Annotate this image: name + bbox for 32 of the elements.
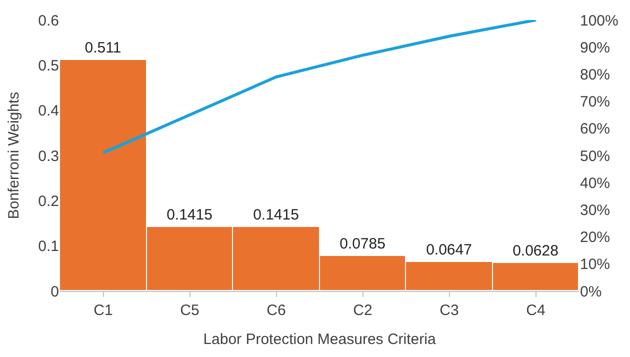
y2-tick-label: 90% xyxy=(580,39,610,56)
data-label: 0.511 xyxy=(84,40,122,56)
x-tick-label: C6 xyxy=(266,302,286,319)
x-tick-label: C2 xyxy=(353,302,372,319)
y2-tick-label: 20% xyxy=(580,229,610,246)
y2-tick-label: 70% xyxy=(580,94,610,111)
x-axis-title: Labor Protection Measures Criteria xyxy=(203,331,436,348)
y-tick-label: 0.3 xyxy=(38,148,59,165)
data-label: 0.1415 xyxy=(253,206,299,224)
data-label: 0.1415 xyxy=(166,206,212,224)
y-tick-label: 0.5 xyxy=(38,57,59,74)
y-tick-label: 0.6 xyxy=(38,12,59,30)
data-label: 0.0647 xyxy=(426,242,472,258)
data-label: 0.0628 xyxy=(512,242,558,260)
y-tick-label: 0.2 xyxy=(38,192,59,210)
y2-tick-label: 30% xyxy=(580,202,610,219)
y2-tick-label: 40% xyxy=(580,174,610,192)
x-tick-label: C5 xyxy=(180,302,200,319)
x-tick-label: C1 xyxy=(94,302,113,319)
y-axis-title: Bonferroni Weights xyxy=(5,92,22,220)
y2-tick-label: 100% xyxy=(580,12,618,30)
x-tick-label: C4 xyxy=(526,302,546,319)
y2-tick-label: 80% xyxy=(580,66,610,84)
y-tick-label: 0 xyxy=(50,283,59,300)
data-label: 0.0785 xyxy=(340,236,386,252)
y-tick-label: 0.4 xyxy=(38,102,59,120)
x-tick-label: C3 xyxy=(440,302,459,319)
y2-tick-label: 50% xyxy=(580,148,610,165)
y-tick-label: 0.1 xyxy=(38,238,59,256)
y2-tick-label: 0% xyxy=(580,283,602,300)
y2-tick-label: 10% xyxy=(580,256,610,274)
y2-tick-label: 60% xyxy=(580,120,610,138)
